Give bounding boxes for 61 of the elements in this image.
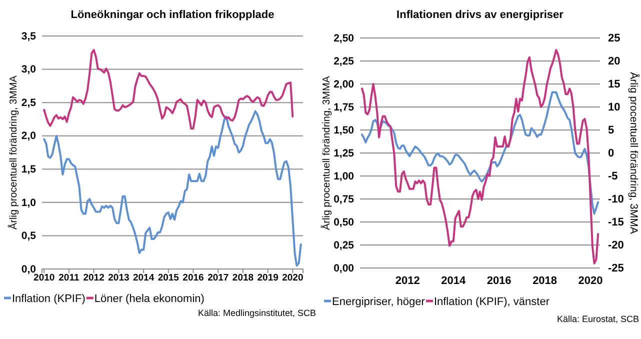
y-tick-label: 0,0	[21, 263, 36, 276]
y2-tick-label: 20	[608, 56, 620, 68]
y2-axis-title: Årlig procentuell förändring, 3MMA	[627, 72, 640, 234]
y2-tick-label: 15	[608, 78, 620, 91]
y-tick-label: 3,5	[21, 30, 36, 42]
y-tick-label: 1,5	[21, 164, 36, 176]
legend-label: Energipriser, höger	[332, 296, 426, 308]
legend-label: Löner (hela ekonomin)	[94, 292, 204, 305]
x-tick-label: 2012	[395, 274, 420, 287]
x-tick-label: 2018	[232, 272, 254, 284]
y-tick-label: 0,5	[21, 230, 36, 242]
x-tick-label: 2013	[108, 272, 130, 284]
y-axis-title: Årlig procentuell förändring, 3MMA	[320, 76, 332, 230]
chart-title: Löneökningar och inflation frikopplade	[70, 9, 274, 21]
y-tick-label: 0,75	[334, 193, 354, 206]
text: Källa: Medlingsinstitutet, SCB	[198, 308, 316, 318]
y2-tick-label: -10	[608, 194, 624, 206]
y-tick-label: 3,0	[21, 64, 36, 76]
y-tick-label: 1,00	[334, 170, 354, 182]
line-series	[360, 91, 600, 215]
y2-tick-label: -15	[608, 216, 624, 229]
y2-tick-label: 25	[608, 32, 620, 45]
y-tick-label: 0,00	[334, 262, 354, 274]
y2-tick-label: 10	[608, 102, 620, 114]
y2-tick-label: -5	[608, 170, 618, 183]
x-tick-label: 2010	[34, 272, 55, 284]
x-tick-label: 2011	[58, 272, 80, 284]
x-tick-label: 2016	[182, 272, 204, 284]
legend-label: Inflation (KPIF)	[12, 292, 86, 305]
x-tick-label: 2015	[158, 272, 180, 284]
y-tick-label: 1,25	[334, 147, 354, 160]
y-tick-label: 2,50	[334, 32, 354, 44]
y-tick-label: 0,50	[334, 216, 354, 228]
x-tick-label: 2017	[208, 272, 229, 284]
x-tick-label: 2020	[578, 274, 603, 287]
y2-tick-label: 5	[608, 124, 614, 137]
y2-tick-label: -25	[608, 262, 624, 275]
line-series	[43, 48, 294, 130]
y2-tick-label: 0	[608, 148, 614, 160]
x-tick-label: 2019	[257, 272, 278, 284]
x-tick-label: 2014	[441, 274, 466, 287]
chart-title: Inflationen drivs av energipriser	[396, 9, 564, 21]
legend-label: Inflation (KPIF), vänster	[434, 296, 550, 308]
y-tick-label: 2,25	[334, 55, 354, 68]
y2-tick-label: -20	[608, 240, 624, 252]
x-tick-label: 2016	[486, 274, 512, 287]
line-series	[43, 110, 302, 267]
x-tick-label: 2012	[83, 272, 104, 284]
y-tick-label: 2,00	[334, 78, 354, 90]
y-tick-label: 1,0	[21, 196, 36, 209]
y-axis-title: Årlig procentuell förändring, 3MMA	[8, 75, 20, 230]
y-tick-label: 0,25	[334, 239, 354, 252]
y-tick-label: 1,50	[334, 124, 354, 136]
y-tick-label: 1,75	[334, 101, 354, 114]
x-tick-label: 2014	[132, 272, 155, 284]
text: Källa: Eurostat, SCB	[556, 314, 639, 324]
y-tick-label: 2,0	[21, 130, 36, 142]
line-series	[360, 48, 600, 264]
y-tick-label: 2,5	[21, 96, 36, 109]
x-tick-label: 2018	[532, 274, 558, 287]
x-tick-label: 2020	[282, 272, 304, 284]
